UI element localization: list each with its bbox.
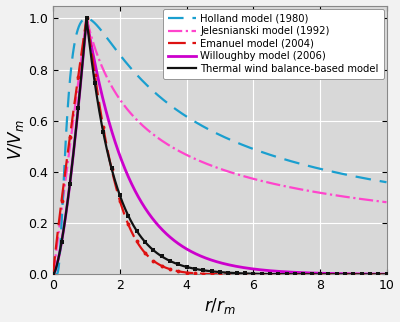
Willoughby model (2006) xyxy=(384,272,389,276)
Jelesnianski model (1992) xyxy=(268,181,272,185)
Jelesnianski model (1992) xyxy=(51,272,56,276)
Emanuel model (2004) xyxy=(325,272,330,276)
Willoughby model (2006) xyxy=(51,272,56,276)
Jelesnianski model (1992) xyxy=(112,88,116,92)
Holland model (1980) xyxy=(251,147,256,151)
Willoughby model (2006) xyxy=(325,271,330,275)
Holland model (1980) xyxy=(300,162,304,166)
Emanuel model (2004) xyxy=(334,272,339,276)
Emanuel model (2004) xyxy=(51,272,56,276)
Holland model (1980) xyxy=(112,45,116,49)
Y-axis label: $V/V_m$: $V/V_m$ xyxy=(6,119,26,160)
Line: Thermal wind balance-based model: Thermal wind balance-based model xyxy=(53,18,386,274)
Jelesnianski model (1992) xyxy=(300,188,304,192)
Willoughby model (2006) xyxy=(178,243,183,247)
Emanuel model (2004) xyxy=(384,272,389,276)
Thermal wind balance-based model xyxy=(328,272,332,276)
Willoughby model (2006) xyxy=(112,136,116,140)
Jelesnianski model (1992) xyxy=(325,192,330,196)
Emanuel model (2004) xyxy=(112,176,116,180)
Legend: Holland model (1980), Jelesnianski model (1992), Emanuel model (2004), Willoughb: Holland model (1980), Jelesnianski model… xyxy=(163,9,384,79)
Line: Jelesnianski model (1992): Jelesnianski model (1992) xyxy=(53,18,386,274)
X-axis label: $r/r_m$: $r/r_m$ xyxy=(204,297,236,317)
Jelesnianski model (1992) xyxy=(384,200,389,204)
Jelesnianski model (1992) xyxy=(251,177,256,181)
Line: Holland model (1980): Holland model (1980) xyxy=(53,18,386,274)
Holland model (1980) xyxy=(268,153,272,157)
Willoughby model (2006) xyxy=(84,16,89,20)
Jelesnianski model (1992) xyxy=(178,150,183,154)
Willoughby model (2006) xyxy=(268,269,272,273)
Holland model (1980) xyxy=(51,272,56,276)
Thermal wind balance-based model xyxy=(51,272,56,276)
Line: Willoughby model (2006): Willoughby model (2006) xyxy=(53,18,386,274)
Holland model (1980) xyxy=(384,180,389,184)
Emanuel model (2004) xyxy=(268,272,272,276)
Willoughby model (2006) xyxy=(300,271,304,275)
Thermal wind balance-based model xyxy=(112,175,116,178)
Emanuel model (2004) xyxy=(84,16,89,20)
Willoughby model (2006) xyxy=(251,267,256,271)
Emanuel model (2004) xyxy=(300,272,304,276)
Thermal wind balance-based model xyxy=(325,272,330,276)
Emanuel model (2004) xyxy=(178,270,183,274)
Thermal wind balance-based model xyxy=(251,272,256,276)
Holland model (1980) xyxy=(325,169,330,173)
Thermal wind balance-based model xyxy=(384,272,389,276)
Holland model (1980) xyxy=(84,16,89,20)
Thermal wind balance-based model xyxy=(84,16,89,20)
Thermal wind balance-based model xyxy=(268,272,272,276)
Holland model (1980) xyxy=(178,111,183,115)
Thermal wind balance-based model xyxy=(178,263,183,267)
Jelesnianski model (1992) xyxy=(84,16,89,20)
Thermal wind balance-based model xyxy=(300,272,304,276)
Emanuel model (2004) xyxy=(251,272,256,276)
Line: Emanuel model (2004): Emanuel model (2004) xyxy=(53,18,386,274)
